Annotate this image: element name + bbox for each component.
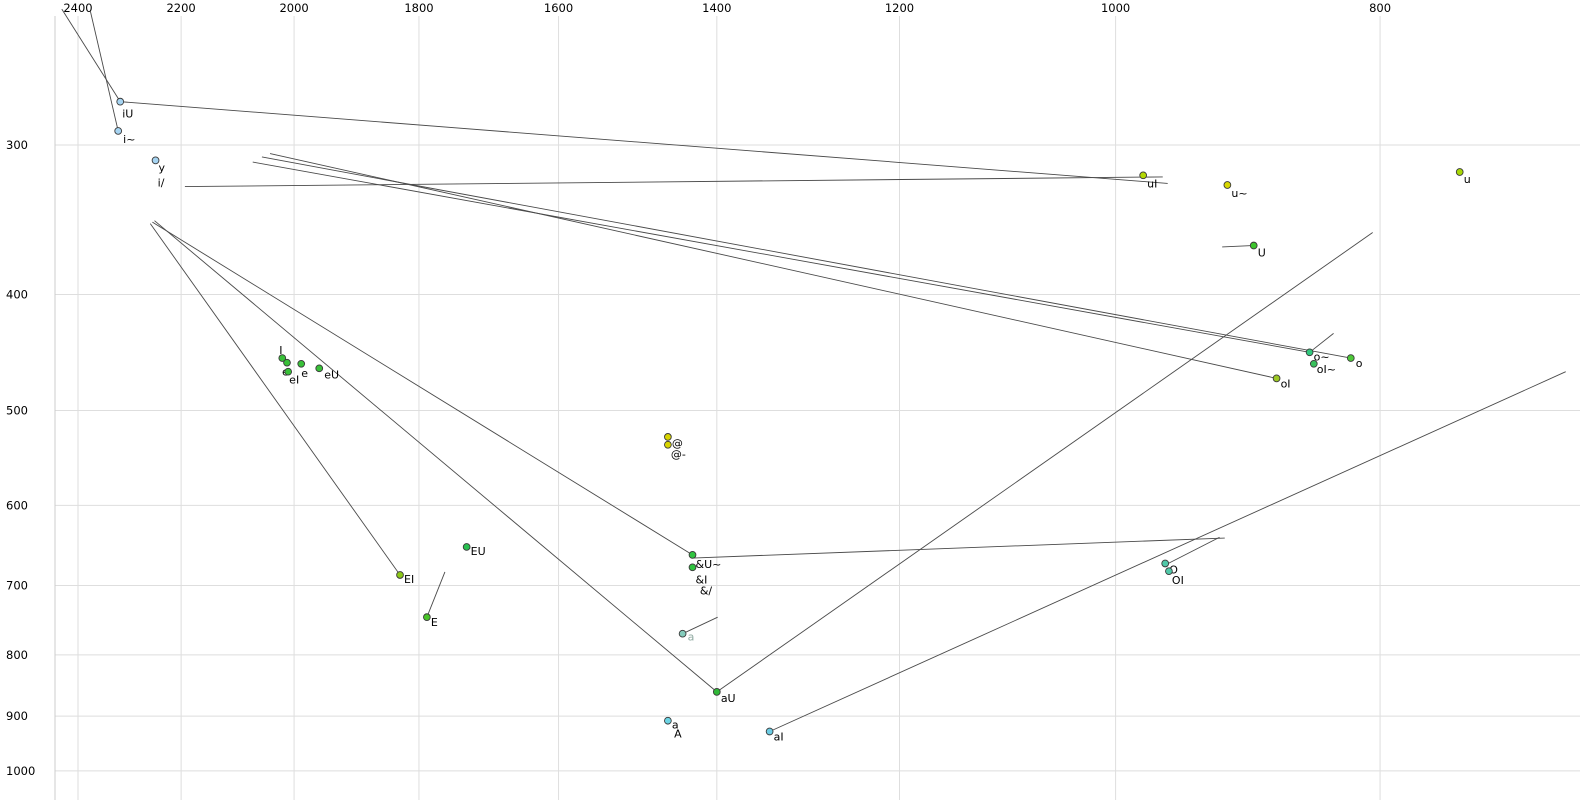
y-tick-label: 600 — [6, 498, 28, 512]
data-point[interactable] — [1272, 374, 1281, 383]
y-tick-label: 500 — [6, 404, 28, 418]
trajectory-line — [120, 101, 1168, 184]
point-label: OI — [1172, 574, 1184, 587]
point-label: aU — [721, 692, 736, 705]
point-label: A — [674, 728, 682, 741]
x-tick-label: 1000 — [1101, 1, 1130, 15]
point-label: iU — [122, 108, 133, 121]
trajectory-line — [769, 371, 1566, 732]
point-label: eU — [324, 368, 339, 381]
trajectory-line — [426, 571, 446, 618]
trajectory-line — [269, 153, 1277, 379]
point-label: U — [1258, 247, 1266, 260]
point-label: u~ — [1231, 187, 1247, 200]
data-point[interactable] — [462, 543, 471, 551]
data-point[interactable] — [678, 629, 687, 638]
data-point[interactable] — [116, 97, 125, 106]
data-point[interactable] — [688, 563, 697, 572]
trajectory-line — [252, 161, 1310, 353]
x-tick-label: 2000 — [279, 1, 308, 15]
trajectory-line — [61, 8, 121, 102]
x-tick-label: 1800 — [404, 1, 433, 15]
data-point[interactable] — [284, 367, 293, 376]
point-label: i~ — [123, 133, 135, 146]
data-point[interactable] — [151, 156, 160, 165]
x-tick-label: 2200 — [166, 1, 195, 15]
point-label: eI — [289, 374, 299, 387]
trajectory-line — [1222, 245, 1253, 248]
data-point[interactable] — [664, 440, 672, 449]
data-point[interactable] — [283, 358, 291, 367]
data-point[interactable] — [423, 613, 431, 622]
x-tick-label: 800 — [1369, 1, 1391, 15]
y-tick-label: 400 — [6, 288, 28, 302]
data-point[interactable] — [278, 354, 287, 362]
point-label: y — [159, 161, 166, 174]
point-label: EU — [471, 545, 486, 558]
data-point[interactable] — [1223, 181, 1232, 189]
y-tick-label: 800 — [6, 648, 28, 662]
data-point[interactable] — [1309, 359, 1318, 368]
point-label: a — [672, 719, 679, 732]
point-label: i/ — [158, 177, 165, 190]
trajectory-line — [1309, 333, 1334, 353]
data-point[interactable] — [664, 433, 672, 441]
point-label: E — [431, 616, 438, 629]
data-point[interactable] — [1346, 354, 1355, 362]
point-label: u — [1464, 173, 1471, 186]
trajectory-line — [152, 221, 693, 556]
point-label: aI — [774, 730, 784, 743]
data-point[interactable] — [1305, 348, 1314, 357]
data-point[interactable] — [1139, 171, 1148, 180]
point-label: &I — [696, 573, 708, 586]
x-tick-label: 1600 — [544, 1, 573, 15]
point-label: o — [1356, 357, 1363, 370]
data-point[interactable] — [1249, 241, 1258, 250]
point-label: &/ — [700, 584, 713, 597]
data-point[interactable] — [765, 727, 774, 736]
point-label: @ — [672, 437, 683, 450]
data-point[interactable] — [688, 551, 697, 559]
y-tick-label: 700 — [6, 578, 28, 592]
trajectory-line — [154, 220, 718, 693]
y-tick-label: 1000 — [6, 764, 35, 778]
data-point[interactable] — [396, 571, 404, 579]
x-tick-label: 1400 — [702, 1, 731, 15]
trajectory-line — [716, 232, 1373, 693]
data-point[interactable] — [114, 127, 123, 135]
point-label: O — [1169, 563, 1178, 576]
data-point[interactable] — [297, 359, 306, 368]
y-tick-label: 300 — [6, 138, 28, 152]
data-point[interactable] — [1161, 559, 1170, 568]
data-point[interactable] — [315, 364, 324, 373]
data-point[interactable] — [664, 716, 672, 725]
point-label: &U~ — [696, 558, 722, 571]
trajectory-line — [149, 223, 401, 576]
x-tick-label: 2400 — [63, 1, 92, 15]
trajectory-line — [184, 176, 1163, 188]
y-tick-label: 900 — [6, 709, 28, 723]
trajectory-line — [1165, 536, 1220, 566]
point-label: I — [279, 344, 282, 357]
data-point[interactable] — [1165, 567, 1173, 576]
point-label: @- — [671, 448, 686, 461]
trajectory-line — [692, 537, 1225, 559]
point-label: oI — [1281, 377, 1291, 390]
trajectory-line — [682, 616, 718, 635]
data-point[interactable] — [712, 688, 721, 696]
point-label: uI — [1147, 177, 1157, 190]
point-label: o~ — [1314, 350, 1330, 363]
point-label: oI~ — [1317, 363, 1336, 376]
trajectory-line — [261, 156, 1351, 359]
point-label: EI — [404, 573, 414, 586]
point-label: e — [301, 367, 308, 380]
x-tick-label: 1200 — [885, 1, 914, 15]
data-point[interactable] — [1455, 168, 1464, 176]
trajectory-line — [89, 11, 119, 132]
point-label: a — [688, 631, 695, 644]
